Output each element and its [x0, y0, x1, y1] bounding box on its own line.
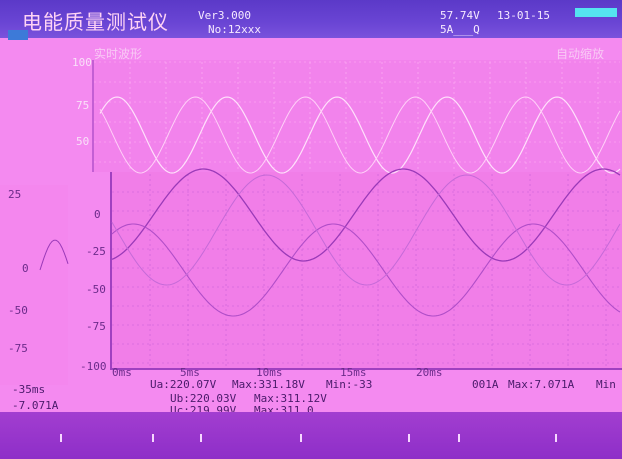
soft-key-2[interactable] — [152, 434, 154, 442]
ua-max: Max:331.18V — [232, 378, 305, 391]
front-ytick: 0 — [94, 208, 101, 221]
left-tick: -50 — [8, 304, 28, 317]
soft-key-1[interactable] — [60, 434, 62, 442]
left-min-current: -7.071A — [12, 399, 59, 412]
left-axis-time: -35ms — [12, 383, 46, 396]
ub-max: Max:311.12V — [254, 392, 327, 405]
waveform-panel-back — [92, 60, 622, 172]
soft-key-3[interactable] — [200, 434, 202, 442]
soft-key-4[interactable] — [300, 434, 302, 442]
front-ytick: -50 — [86, 283, 106, 296]
app-title: 电能质量测试仪 — [22, 10, 169, 34]
serial-text: No:12xxx — [208, 23, 261, 36]
ua-value: Ua:220.07V — [150, 378, 217, 391]
back-ytick: 100 — [72, 56, 92, 69]
back-ytick: 75 — [76, 99, 90, 112]
front-wave-c — [111, 174, 621, 286]
back-wave-b — [99, 96, 621, 174]
ub-value: Ub:220.03V — [170, 392, 237, 405]
header-bar — [0, 0, 622, 38]
front-ytick: -100 — [80, 360, 107, 373]
front-xtick: 15ms — [340, 366, 367, 379]
left-tick: -75 — [8, 342, 28, 355]
waveform-panel-front — [110, 172, 622, 370]
version-text: Ver3.000 — [198, 9, 251, 22]
front-xtick: 10ms — [256, 366, 283, 379]
soft-key-7[interactable] — [555, 434, 557, 442]
status-chip — [8, 30, 28, 40]
front-xtick: 0ms — [112, 366, 132, 379]
soft-key-5[interactable] — [408, 434, 410, 442]
left-tick: 25 — [8, 188, 22, 201]
front-ytick: -25 — [86, 245, 106, 258]
ia-max: Max:7.071A — [508, 378, 575, 391]
left-wave — [39, 239, 69, 271]
ia-value: 001A — [472, 378, 499, 391]
ia-min: Min — [596, 378, 616, 391]
current-readout: 5A___Q — [440, 23, 480, 36]
soft-key-bar — [0, 412, 622, 459]
front-wave-b — [111, 223, 621, 317]
left-waveform-panel — [0, 185, 68, 385]
left-tick: 0 — [22, 262, 29, 275]
front-xtick: 5ms — [180, 366, 200, 379]
auto-scale-label[interactable]: 自动缩放 — [556, 47, 605, 61]
front-xtick: 20ms — [416, 366, 443, 379]
battery-indicator — [575, 8, 617, 17]
date-text: 13-01-15 — [497, 9, 550, 22]
voltage-readout: 57.74V — [440, 9, 480, 22]
ua-min: Min:-33 — [326, 378, 373, 391]
back-wave-a — [99, 96, 621, 174]
front-wave-a — [111, 168, 621, 262]
back-ytick: 50 — [76, 135, 90, 148]
front-ytick: -75 — [86, 320, 106, 333]
soft-key-6[interactable] — [458, 434, 460, 442]
realtime-waveform-label: 实时波形 — [94, 47, 143, 61]
